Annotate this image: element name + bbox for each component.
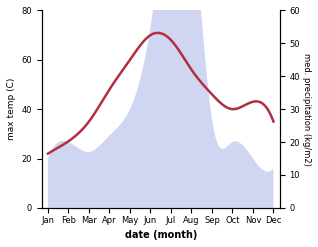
X-axis label: date (month): date (month) <box>125 230 197 240</box>
Y-axis label: med. precipitation (kg/m2): med. precipitation (kg/m2) <box>302 53 311 165</box>
Y-axis label: max temp (C): max temp (C) <box>7 78 16 140</box>
